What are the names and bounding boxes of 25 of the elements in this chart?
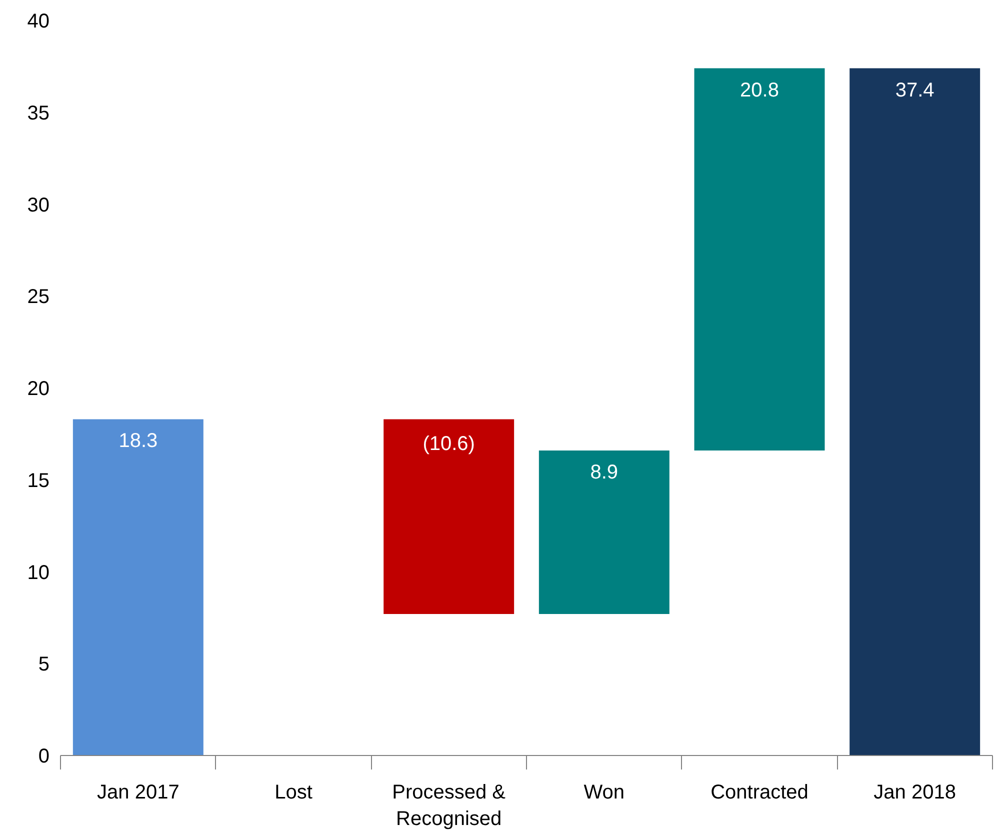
y-tick-label: 15 [27, 470, 50, 492]
bar [850, 68, 980, 756]
y-tick-label: 30 [27, 194, 50, 216]
y-tick-label: 10 [27, 562, 50, 584]
y-tick-label: 40 [27, 10, 50, 32]
data-label: 20.8 [740, 79, 779, 102]
x-tick-label: Processed & Recognised [392, 782, 506, 830]
y-tick-label: 25 [27, 286, 50, 308]
x-tick-label: Won [584, 782, 625, 804]
y-tick-label: 35 [27, 102, 50, 124]
y-tick-label: 5 [38, 654, 50, 676]
x-tick-label: Contracted [710, 782, 808, 804]
data-label: (10.6) [422, 433, 475, 456]
x-tick-label: Jan 2018 [874, 782, 956, 804]
bar [72, 419, 204, 756]
bar [538, 450, 670, 614]
bar [694, 68, 825, 450]
x-tick-label: Jan 2017 [97, 782, 180, 804]
bar [384, 419, 514, 614]
y-tick-label: 20 [27, 378, 50, 400]
data-label: 18.3 [118, 430, 158, 452]
data-label: 37.4 [895, 79, 934, 102]
x-tick-label: Lost [274, 782, 313, 804]
y-tick-label: 0 [38, 746, 50, 768]
data-label: 8.9 [590, 461, 618, 484]
